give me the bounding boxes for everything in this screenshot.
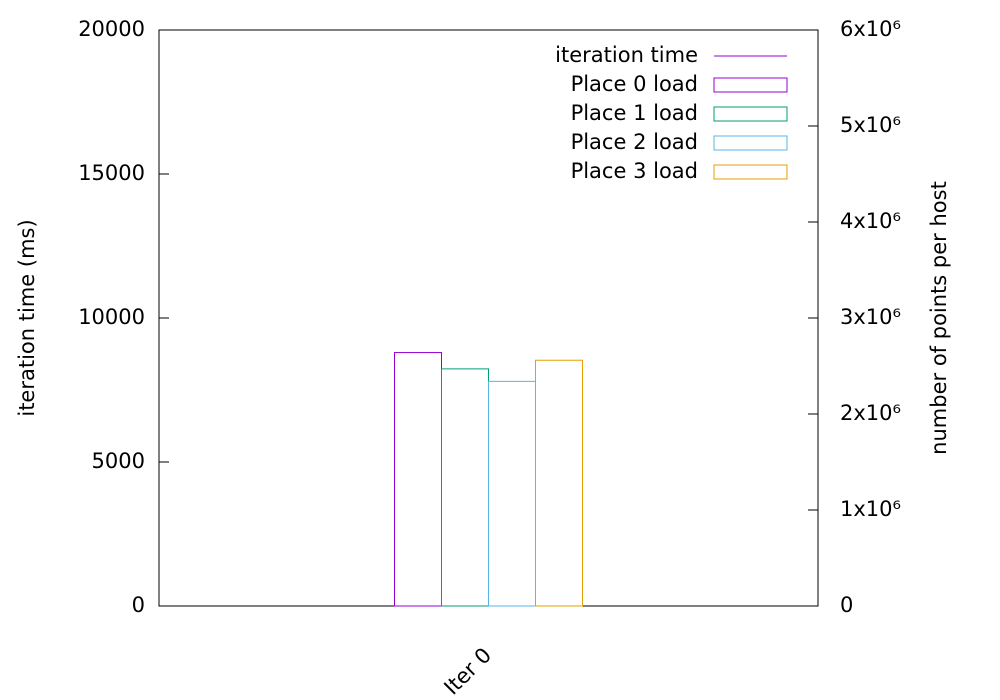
legend-label: iteration time — [555, 43, 698, 67]
bar — [488, 380, 536, 607]
legend-label: Place 3 load — [571, 159, 698, 183]
legend-label: Place 2 load — [571, 130, 698, 154]
y-tick-label: 0 — [132, 593, 145, 617]
bar — [394, 352, 442, 607]
y-tick-label: 5000 — [92, 449, 145, 473]
y2-axis-label: number of points per host — [927, 181, 951, 455]
y2-tick-label: 4x10⁶ — [840, 209, 901, 233]
y2-tick-label: 0 — [840, 593, 853, 617]
y-tick-label: 20000 — [78, 17, 145, 41]
y2-tick-label: 3x10⁶ — [840, 305, 901, 329]
legend-swatch — [713, 164, 788, 180]
y2-tick-label: 1x10⁶ — [840, 497, 901, 521]
y2-tick-label: 2x10⁶ — [840, 401, 901, 425]
bar — [535, 359, 583, 607]
legend-swatch — [713, 77, 788, 93]
y2-tick-label: 6x10⁶ — [840, 17, 901, 41]
x-tick-label: Iter 0 — [439, 643, 496, 700]
legend-swatch — [713, 106, 788, 122]
bar — [441, 368, 489, 607]
y2-tick-label: 5x10⁶ — [840, 113, 901, 137]
legend-swatch — [713, 135, 788, 151]
y-axis-label: iteration time (ms) — [15, 219, 39, 416]
legend-label: Place 0 load — [571, 72, 698, 96]
legend-label: Place 1 load — [571, 101, 698, 125]
y-tick-label: 10000 — [78, 305, 145, 329]
y-tick-label: 15000 — [78, 161, 145, 185]
